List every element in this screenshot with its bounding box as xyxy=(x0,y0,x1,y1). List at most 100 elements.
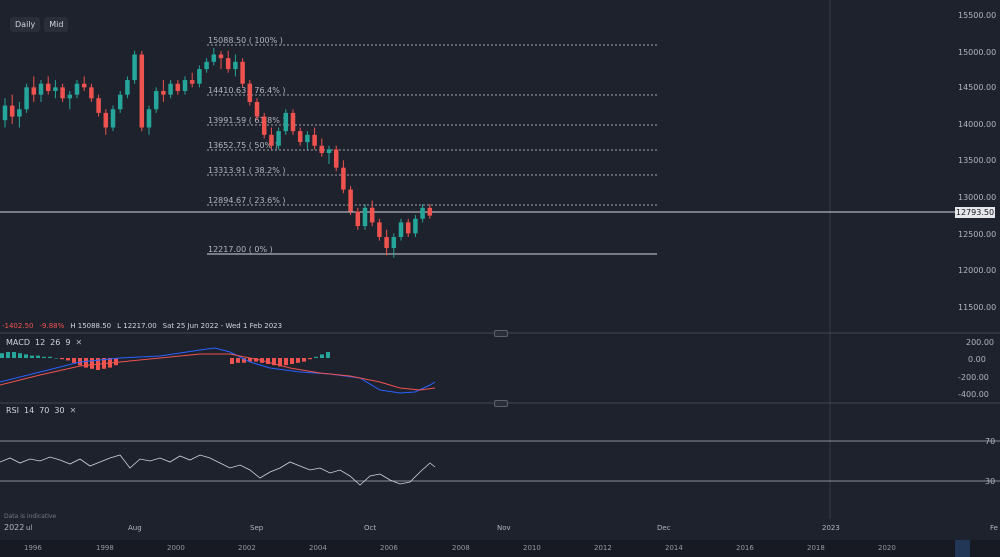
macd-histogram-bar xyxy=(72,358,76,363)
macd-histogram-bar xyxy=(290,358,294,364)
candle-body xyxy=(117,94,123,110)
candle-body xyxy=(348,189,353,212)
macd-param: 9 xyxy=(65,338,71,347)
price-axis-label: 13000.00 xyxy=(958,193,996,202)
macd-histogram-bar xyxy=(272,358,276,366)
nav-year: 2016 xyxy=(736,544,754,552)
price-axis-label: 11500.00 xyxy=(958,303,996,312)
interval-button[interactable]: Daily xyxy=(10,17,41,32)
toolbar: Daily Mid xyxy=(10,17,69,32)
candle-body xyxy=(398,222,404,237)
candle-body xyxy=(24,87,29,110)
macd-histogram-bar xyxy=(48,356,52,358)
fib-label-764: 14410.63 ( 76.4% ) xyxy=(208,86,285,95)
date-range: Sat 25 Jun 2022 - Wed 1 Feb 2023 xyxy=(162,322,283,330)
candle-body xyxy=(405,222,411,234)
fib-label-50: 13652.75 ( 50% ) xyxy=(208,141,278,150)
macd-histogram-bar xyxy=(236,358,240,363)
rsi-axis-label: 30 xyxy=(985,477,995,486)
time-label: ul xyxy=(26,524,33,532)
candle-body xyxy=(261,116,267,135)
macd-histogram-bar xyxy=(266,358,270,364)
macd-histogram-bar xyxy=(60,358,64,360)
change-value: -1402.50 xyxy=(2,322,34,330)
candle-body xyxy=(369,207,375,223)
macd-signal-line xyxy=(0,353,436,391)
macd-param: 12 xyxy=(34,338,46,347)
candle-body xyxy=(38,83,44,95)
macd-histogram-bar xyxy=(320,354,324,358)
macd-histogram-bar xyxy=(248,358,252,362)
candles-series xyxy=(2,48,433,258)
macd-axis-label: 200.00 xyxy=(966,338,994,347)
candle-body xyxy=(153,91,159,110)
candle-body xyxy=(218,54,224,59)
macd-histogram-bar xyxy=(54,358,58,359)
navigator-timeline[interactable]: 1996 1998 2000 2002 2004 2006 2008 2010 … xyxy=(0,540,1000,557)
candle-body xyxy=(9,105,15,117)
time-label: Fe xyxy=(990,524,998,532)
macd-histogram-bar xyxy=(314,356,318,358)
candle-body xyxy=(168,83,173,95)
candle-body xyxy=(254,101,260,117)
time-label: Sep xyxy=(250,524,264,532)
macd-histogram-bar xyxy=(308,358,312,360)
close-icon[interactable]: ✕ xyxy=(75,338,83,347)
macd-histogram-bar xyxy=(18,353,22,358)
time-axis[interactable]: 2022 ul Aug Sep Oct Nov Dec 2023 Fe xyxy=(0,519,1000,533)
macd-histogram-bar xyxy=(230,358,234,364)
price-axis-label: 15500.00 xyxy=(958,11,996,20)
nav-year: 2010 xyxy=(523,544,541,552)
nav-year: 2002 xyxy=(238,544,256,552)
price-axis-label: 13500.00 xyxy=(958,156,996,165)
fib-label-100: 15088.50 ( 100% ) xyxy=(208,36,283,45)
candle-body xyxy=(413,218,418,234)
candle-body xyxy=(81,83,87,88)
macd-histogram-bar xyxy=(30,355,34,358)
candle-body xyxy=(17,109,22,117)
macd-histogram-bar xyxy=(90,358,94,369)
macd-label: MACD 12 26 9 ✕ xyxy=(6,338,82,347)
price-source-button[interactable]: Mid xyxy=(44,17,69,32)
candle-body xyxy=(283,112,289,132)
candle-body xyxy=(427,207,433,216)
macd-axis-label: -200.00 xyxy=(958,373,989,382)
candle-body xyxy=(269,134,274,146)
close-icon[interactable]: ✕ xyxy=(69,406,77,415)
candle-body xyxy=(297,131,303,143)
fib-label-618: 13991.59 ( 61.8% ) xyxy=(208,116,285,125)
candle-body xyxy=(377,222,382,237)
rsi-label: RSI 14 70 30 ✕ xyxy=(6,406,76,415)
macd-histogram-bar xyxy=(12,352,16,358)
ohlc-legend: -1402.50 -9.88% H 15088.50 L 12217.00 Sa… xyxy=(2,322,282,330)
candle-body xyxy=(125,80,130,95)
candle-body xyxy=(247,83,253,102)
candle-body xyxy=(139,54,145,128)
nav-year: 2018 xyxy=(807,544,825,552)
macd-histogram-bar xyxy=(42,356,46,358)
macd-histogram-bar xyxy=(278,358,282,367)
candle-body xyxy=(53,87,58,91)
macd-histogram-bar xyxy=(6,352,10,358)
low-value: L 12217.00 xyxy=(117,322,157,330)
candle-body xyxy=(197,69,202,84)
pane-resize-handle[interactable] xyxy=(494,330,508,337)
macd-histogram-bar xyxy=(24,354,28,358)
candle-body xyxy=(146,109,152,128)
time-label: Nov xyxy=(497,524,511,532)
change-percent: -9.88% xyxy=(39,322,65,330)
macd-line xyxy=(0,347,436,394)
pane-resize-handle[interactable] xyxy=(494,400,508,407)
rsi-param: 70 xyxy=(39,406,50,415)
nav-year: 1998 xyxy=(96,544,114,552)
macd-histogram-bar xyxy=(326,352,330,358)
time-label: Oct xyxy=(364,524,377,532)
nav-year: 2006 xyxy=(380,544,398,552)
candle-body xyxy=(290,112,296,132)
macd-histogram-bar xyxy=(0,353,4,358)
candle-body xyxy=(204,61,209,70)
candle-body xyxy=(305,134,310,143)
navigator-window[interactable] xyxy=(955,540,970,557)
macd-histogram-bar xyxy=(84,358,88,368)
